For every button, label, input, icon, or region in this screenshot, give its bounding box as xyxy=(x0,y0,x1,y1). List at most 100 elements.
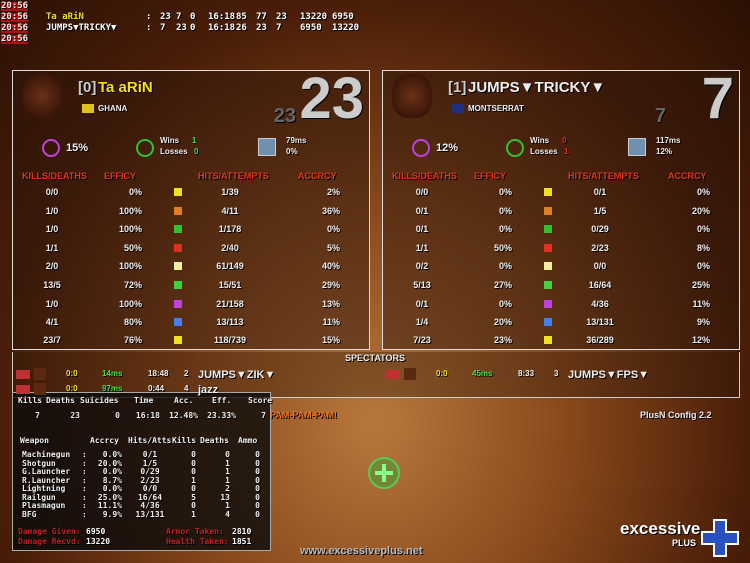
column-header: HITS/ATTEMPTS xyxy=(568,171,639,181)
stats-header: Suicides xyxy=(80,396,119,405)
label: 79ms xyxy=(286,136,307,145)
weapon-stat: 25.0% xyxy=(97,492,122,502)
column-header: ACCRCY xyxy=(298,171,337,181)
weapon-icon xyxy=(544,225,552,234)
flag xyxy=(452,104,464,113)
label: 1/4 xyxy=(415,317,429,328)
flag xyxy=(82,104,94,113)
weapon-stat: : xyxy=(82,450,87,459)
weapon-stat: Plasmagun xyxy=(22,501,66,510)
logo-text: PLUS xyxy=(672,538,697,548)
console-text: 0 xyxy=(190,12,196,22)
weapon-stat: 13/131 xyxy=(135,509,165,519)
label: 2/23 xyxy=(591,242,609,253)
spectator-field: 0:0 xyxy=(66,384,78,393)
label: 0% xyxy=(498,205,512,216)
spectator-field: 0:0 xyxy=(66,369,78,378)
weapon-icon xyxy=(174,318,182,327)
label: 50% xyxy=(123,242,142,253)
team-panel xyxy=(12,70,370,350)
label: 2/0 xyxy=(45,261,59,272)
score: 7 xyxy=(701,66,734,131)
score-small: 7 xyxy=(654,105,666,127)
stats-header: Eff. xyxy=(212,396,232,405)
weapon-stat: : xyxy=(82,475,87,485)
portrait xyxy=(34,383,46,395)
label: 1 xyxy=(192,136,197,145)
weapon-icon xyxy=(544,336,552,344)
label: 118/739 xyxy=(213,335,247,345)
icon xyxy=(628,138,646,156)
console-text: Ta aRiN xyxy=(46,12,84,22)
damage-stat: 6950 xyxy=(86,527,106,536)
console-text: 23 xyxy=(160,12,171,22)
label: 100% xyxy=(118,261,142,272)
score: 23 xyxy=(299,66,364,131)
weapon-stat: 0 xyxy=(255,467,260,476)
weapon-stat: 1/5 xyxy=(142,458,158,468)
label: Hits/Atts xyxy=(128,436,172,445)
label: 1/0 xyxy=(45,224,59,235)
weapon-stat: : xyxy=(82,509,87,519)
weapon-stat: G.Launcher xyxy=(22,467,71,476)
stats-value: 7 xyxy=(35,411,40,420)
spectator-field: 2 xyxy=(184,369,189,378)
spectator-field: JUMPS▼FPS▼ xyxy=(568,369,650,381)
label: 0 xyxy=(194,147,199,156)
label: Wins xyxy=(160,136,180,145)
logo-cross xyxy=(701,519,739,557)
weapon-stat: 1 xyxy=(225,458,230,468)
weapon-stat: 0 xyxy=(191,450,196,459)
player-name: Ta aRiN xyxy=(98,79,153,96)
weapon-stat: 4 xyxy=(225,509,230,519)
weapon-stat: 0 xyxy=(255,450,260,459)
weapon-icon xyxy=(544,243,552,252)
label: Kills xyxy=(172,436,197,445)
label: 1 xyxy=(564,147,569,156)
label: 0/2 xyxy=(415,261,429,272)
weapon-icon xyxy=(174,225,182,234)
console-time: 20:56 xyxy=(1,12,29,22)
stats-header: Kills xyxy=(18,396,43,405)
spectator-field: 8:33 xyxy=(518,369,535,378)
damage-stat: Damage Recvd: xyxy=(18,537,81,546)
weapon-stat: 16/64 xyxy=(137,492,163,502)
weapon-stat: Machinegun xyxy=(22,450,71,459)
weapon-stat: 1 xyxy=(191,509,196,519)
icon xyxy=(506,139,524,157)
console-time: 20:56 xyxy=(1,1,29,11)
spectator-field: JUMPS▼ZIK▼ xyxy=(198,369,276,381)
label: 100% xyxy=(118,298,142,309)
label: 50% xyxy=(493,242,512,253)
label: MONTSERRAT xyxy=(468,104,524,113)
stats-value: 23 xyxy=(70,411,80,420)
label: 0 xyxy=(562,136,567,145)
portrait xyxy=(404,368,416,380)
label: 1/5 xyxy=(593,205,607,216)
weapon-stat: 0 xyxy=(255,484,260,493)
label: Accrcy xyxy=(90,436,119,445)
label: www.excessiveplus.net xyxy=(300,545,423,557)
label: 23/7 xyxy=(43,335,61,345)
label: 0% xyxy=(696,224,710,235)
label: PlusN Config 2.2 xyxy=(640,410,712,420)
label: 0/0 xyxy=(415,187,429,197)
label: [1] xyxy=(448,79,467,96)
console-text: 23 xyxy=(256,23,267,33)
label: 2% xyxy=(326,187,340,197)
label: 61/149 xyxy=(216,261,244,272)
damage-stat: 1851 xyxy=(232,537,252,546)
weapon-stat: 2 xyxy=(225,484,230,493)
label: 36/289 xyxy=(586,335,614,345)
weapon-icon xyxy=(544,188,552,196)
spectator-field: jazz xyxy=(198,384,219,396)
console-text: 7 xyxy=(176,12,182,22)
weapon-icon xyxy=(174,299,182,308)
stats-value: 0 xyxy=(115,411,120,420)
weapon-icon xyxy=(174,262,182,271)
label: 9% xyxy=(696,317,710,328)
weapon-stat: 0 xyxy=(191,484,196,493)
label: 11% xyxy=(322,317,340,328)
damage-stat: 2810 xyxy=(232,527,252,536)
label: 0% xyxy=(498,298,512,309)
